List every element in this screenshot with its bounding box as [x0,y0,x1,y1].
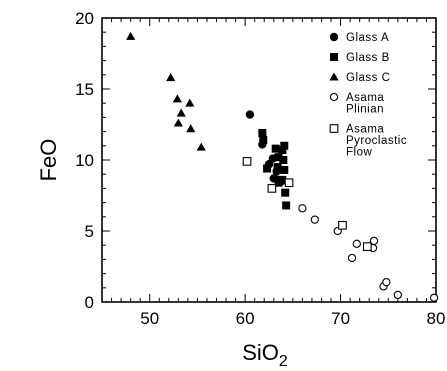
legend-label: Glass C [346,72,390,84]
legend-label: Asama Plinian [346,92,384,116]
data-point [274,178,283,187]
data-point [282,201,291,210]
axis-tick-labels: 50 60 70 80 0 5 10 15 20 [75,9,445,328]
data-point [310,215,319,224]
x-tick-label: 70 [331,309,350,328]
data-point [429,293,439,302]
data-point [362,242,372,251]
data-point [273,163,282,172]
data-point [278,146,287,155]
series-2 [126,31,206,151]
y-tick-label: 0 [85,293,94,312]
data-point [284,178,294,188]
data-point [185,98,195,107]
legend: Glass A Glass B Glass C Asama Plinian Asama Py… [329,32,407,159]
data-point [393,290,402,300]
data-point [172,94,182,103]
data-point [280,141,289,150]
series-4 [242,157,372,251]
x-axis-title-main: SiO [242,340,279,365]
data-point [245,110,255,119]
data-point [258,129,267,138]
legend-marker [330,53,338,61]
data-point [279,156,288,164]
series-1 [258,129,291,210]
data-point [186,124,196,133]
data-point [242,157,252,166]
data-point [173,118,183,127]
x-tick-label: 50 [140,309,159,328]
data-point [280,165,289,174]
y-tick-label: 15 [75,80,94,99]
x-axis-title-subscript: 2 [279,353,288,370]
legend-marker [329,32,339,42]
legend-item-4: Asama Pyroclastic Flow [329,124,407,159]
data-point [126,31,136,40]
data-point [176,108,186,117]
data-point [352,239,361,248]
series-3 [298,204,439,302]
data-point [338,220,347,230]
legend-item-3: Asama Plinian [329,92,384,116]
data-point [267,184,277,193]
y-tick-label: 10 [75,151,94,170]
legend-label: Asama Pyroclastic Flow [346,124,407,159]
x-tick-label: 60 [236,309,255,328]
y-tick-label: 5 [85,222,94,241]
legend-item-2: Glass C [329,72,390,84]
legend-marker [329,72,339,81]
legend-label: Glass B [346,52,390,64]
data-point [271,144,280,153]
axis-ticks [101,17,437,303]
x-axis-title: SiO2 [242,340,288,370]
legend-item-0: Glass A [329,32,389,44]
data-point [281,188,290,197]
data-points [126,31,439,302]
data-point [382,277,391,287]
y-axis-title: FeO [36,139,61,182]
legend-marker [329,124,339,133]
legend-label: Glass A [346,32,389,44]
data-point [196,142,206,151]
data-point [259,136,268,145]
data-point [347,253,357,263]
data-point [263,164,272,173]
data-point [274,153,283,162]
data-point [166,73,176,82]
legend-item-1: Glass B [330,52,390,64]
data-point [298,204,307,213]
x-tick-label: 80 [427,309,446,328]
y-tick-label: 20 [75,9,94,28]
legend-marker [329,92,339,102]
